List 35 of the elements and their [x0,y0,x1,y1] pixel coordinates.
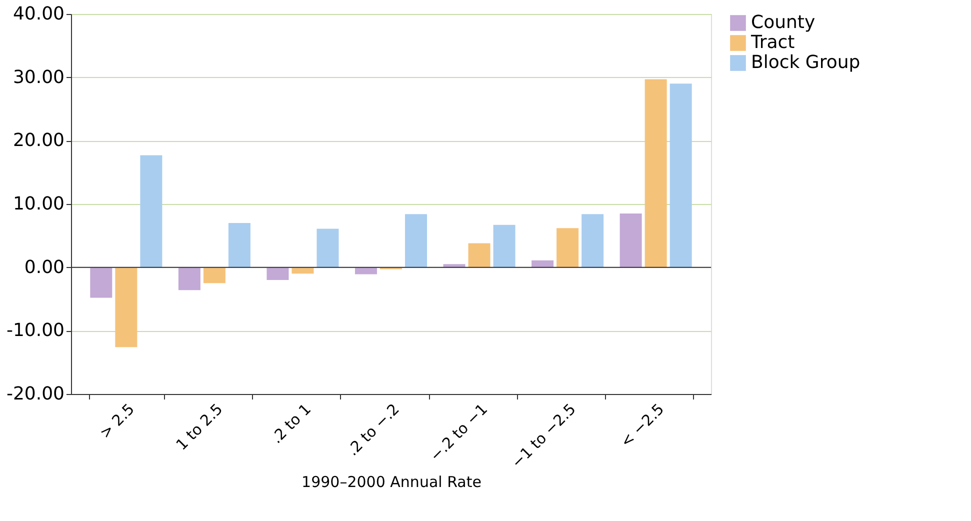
legend-label: County [751,12,816,33]
bar [90,267,112,298]
bar [354,267,377,274]
bar [532,260,554,268]
bar [443,264,466,268]
y-tick-label: 10.00 [12,194,64,214]
bar [670,84,692,268]
y-tick-label: 30.00 [12,66,64,88]
legend-label: Block Group [751,52,860,73]
bar [115,267,138,348]
bar [556,228,579,268]
bar [644,79,667,268]
y-tick-label: -10.00 [6,320,64,342]
x-tick-label: > 2.5 [96,400,138,442]
x-tick-label: 1 to 2.5 [172,400,226,454]
x-tick-label: −.2 to −1 [426,400,492,465]
bar [266,267,289,280]
y-tick-label: -20.00 [6,384,64,404]
legend-label: Tract [750,32,795,53]
bar [228,223,250,268]
bar [316,228,339,268]
bar [582,214,604,268]
bar [493,224,516,268]
bar [468,243,490,268]
bar [620,214,642,268]
y-tick-label: 20.00 [12,130,64,152]
bar [140,155,162,268]
y-tick-label: 40.00 [12,4,64,24]
x-tick-label: .2 to −.2 [344,400,403,460]
x-axis-title: 1990–2000 Annual Rate [302,472,482,491]
bar [405,214,428,268]
y-tick-label: 0.00 [24,256,64,278]
bar [203,267,226,284]
bar [178,267,200,290]
x-tick-label: .2 to 1 [268,400,315,448]
